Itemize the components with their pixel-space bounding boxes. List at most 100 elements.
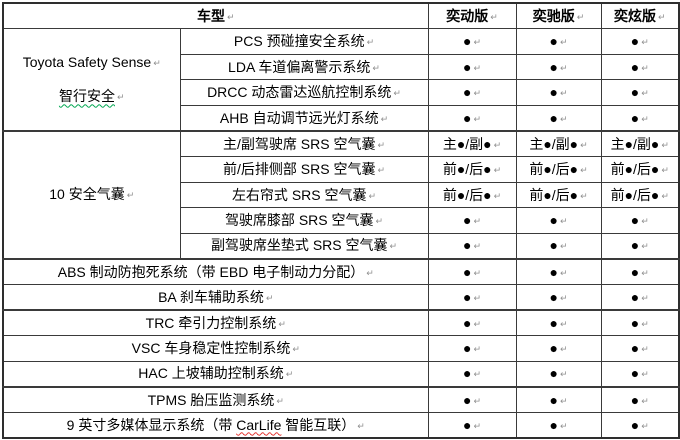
value-cell: 前●/后● ↵ [515,156,602,183]
value-label: ● [630,58,640,75]
value-label: ● [463,263,472,280]
value-label: ● [463,340,472,357]
feature-label: 左右帘式 SRS 空气囊 [231,186,367,203]
feature-cell: 驾驶席膝部 SRS 空气囊 ↵ [179,207,429,234]
paragraph-mark: ↵ [661,164,669,175]
value-label: ● [630,84,640,101]
table-row: DRCC 动态雷达巡航控制系统 ↵ ● ↵ ● ↵ ● ↵ [3,79,680,106]
value-cell: ● ↵ [427,104,517,132]
paragraph-mark: ↵ [366,36,375,47]
paragraph-mark: ↵ [377,139,386,150]
paragraph-mark: ↵ [559,318,568,329]
header-trim-cell-yixuan: 奕炫版 ↵ [600,2,680,30]
table-row: ABS 制动防抱死系统（带 EBD 电子制动力分配） ↵ ● ↵ ● ↵ ● ↵ [2,257,680,286]
value-label: ● [630,109,640,126]
paragraph-mark: ↵ [641,241,649,252]
paragraph-mark: ↵ [661,139,669,150]
table-row: LDA 车道偏离警示系统 ↵ ● ↵ ● ↵ ● ↵ [3,53,680,81]
value-cell: ● ↵ [600,284,680,311]
value-cell: ● ↵ [515,104,602,132]
value-cell: ● ↵ [427,309,517,337]
paragraph-mark: ↵ [473,88,482,99]
value-cell: ● ↵ [515,257,602,286]
table-row: HAC 上坡辅助控制系统 ↵ ● ↵ ● ↵ ● ↵ [2,360,680,388]
value-cell: ● ↵ [515,335,602,362]
feature-cell: 主/副驾驶席 SRS 空气囊 ↵ [179,129,429,158]
value-cell: ● ↵ [427,28,517,55]
value-cell: ● ↵ [600,335,680,362]
paragraph-mark: ↵ [559,344,568,355]
table-row: VSC 车身稳定性控制系统 ↵ ● ↵ ● ↵ ● ↵ [2,335,680,362]
value-label: ● [630,32,640,49]
paragraph-mark: ↵ [559,420,568,431]
feature-label: 驾驶席膝部 SRS 空气囊 [224,212,374,229]
value-label: ● [630,416,640,433]
table-row: 前/后排侧部 SRS 空气囊 ↵ 前●/后● ↵ 前●/后● ↵ 前●/后● ↵ [3,156,680,183]
value-label: ● [630,288,640,305]
paragraph-mark: ↵ [559,369,568,380]
feature-label: DRCC 动态雷达巡航控制系统 [207,84,392,101]
table-row: 副驾驶席坐垫式 SRS 空气囊 ↵ ● ↵ ● ↵ ● ↵ [3,232,680,260]
paragraph-mark: ↵ [473,62,482,73]
value-label: 前●/后● [610,186,660,203]
table-row: 10 安全气囊 ↵ 主/副驾驶席 SRS 空气囊 ↵ 主●/副● ↵ 主●/副● ↵ 主… [2,129,680,260]
paragraph-mark: ↵ [641,292,649,303]
value-label: ● [630,212,640,229]
feature-cell: 左右帘式 SRS 空气囊 ↵ [179,181,429,209]
paragraph-mark: ↵ [493,139,502,150]
paragraph-mark: ↵ [366,267,374,278]
value-cell: 前●/后● ↵ [515,181,602,209]
header-model-cell: 车型 ↵ [2,2,429,30]
value-label: ● [630,263,640,280]
feature-label: TPMS 胎压监测系统 [147,391,275,408]
paragraph-mark: ↵ [559,241,568,252]
group-cell-toyota-safety-sense: Toyota Safety Sense ↵ 智行安全 ↵ [2,28,181,132]
value-cell: ● ↵ [600,28,680,55]
value-label: 主●/副● [610,135,660,152]
value-cell: ● ↵ [427,207,517,234]
paragraph-mark: ↵ [292,344,300,355]
header-model-label: 车型 [196,7,225,24]
paragraph-mark: ↵ [641,62,649,73]
value-cell: ● ↵ [600,207,680,234]
value-label: ● [463,212,472,229]
value-cell: 前●/后● ↵ [600,181,680,209]
feature-cell: DRCC 动态雷达巡航控制系统 ↵ [179,79,429,106]
table-row: 左右帘式 SRS 空气囊 ↵ 前●/后● ↵ 前●/后● ↵ 前●/后● ↵ [3,181,680,209]
value-label: 主●/副● [529,135,579,152]
feature-cell: AHB 自动调节远光灯系统 ↵ [179,104,429,132]
paragraph-mark: ↵ [641,344,649,355]
paragraph-mark: ↵ [493,164,502,175]
paragraph-mark: ↵ [357,420,365,431]
value-cell: 前●/后● ↵ [427,181,517,209]
feature-label: HAC 上坡辅助控制系统 [138,365,284,382]
paragraph-mark: ↵ [641,36,649,47]
value-label: ● [463,365,472,382]
value-label: 前●/后● [442,186,492,203]
value-label: 前●/后● [610,160,660,177]
value-cell: ● ↵ [515,53,602,81]
value-cell: ● ↵ [600,412,680,439]
value-label: ● [549,263,558,280]
value-label: ● [549,32,558,49]
value-label: ● [549,391,558,408]
table-row: 9 英寸多媒体显示系统（带 CarLife 智能互联） ↵ ● ↵ ● ↵ ● ↵ [2,412,680,439]
paragraph-mark: ↵ [576,11,585,22]
paragraph-mark: ↵ [641,318,649,329]
paragraph-mark: ↵ [375,216,384,227]
value-cell: ● ↵ [427,257,517,286]
value-cell: 主●/副● ↵ [600,129,680,158]
paragraph-mark: ↵ [559,88,568,99]
paragraph-mark: ↵ [490,11,498,22]
group-label-line: Toyota Safety Sense ↵ [6,46,178,80]
header-trim-label: 奕炫版 [613,7,656,24]
value-cell: ● ↵ [515,309,602,337]
paragraph-mark: ↵ [389,241,398,252]
value-cell: ● ↵ [427,335,517,362]
table-row: AHB 自动调节远光灯系统 ↵ ● ↵ ● ↵ ● ↵ [3,104,680,132]
paragraph-mark: ↵ [473,36,482,47]
paragraph-mark: ↵ [641,369,649,380]
paragraph-mark: ↵ [641,267,649,278]
value-cell: ● ↵ [600,309,680,337]
paragraph-mark: ↵ [473,216,482,227]
